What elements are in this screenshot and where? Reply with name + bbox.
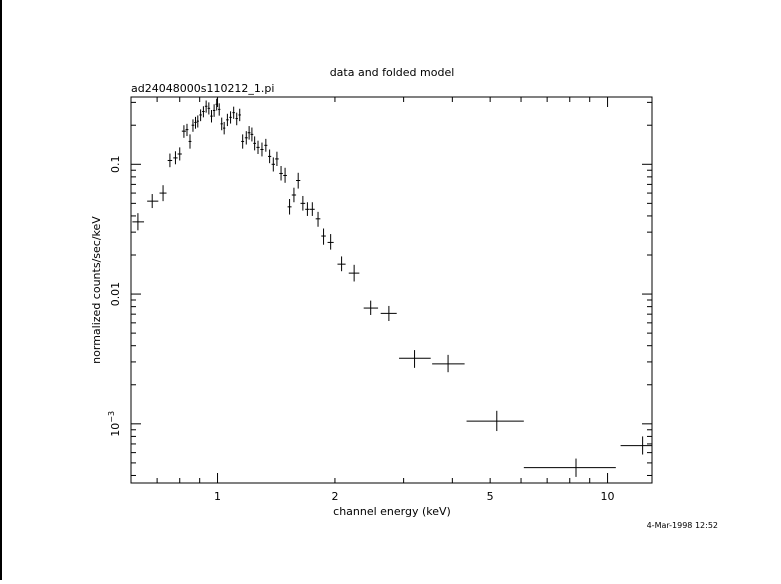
- data-point: [300, 195, 306, 211]
- data-point: [321, 228, 326, 245]
- data-point: [260, 142, 264, 157]
- data-point: [229, 111, 232, 124]
- data-point: [327, 234, 334, 250]
- data-point: [250, 127, 254, 142]
- x-tick-label: 10: [601, 490, 615, 503]
- data-point: [220, 117, 223, 131]
- data-point: [466, 410, 524, 432]
- window-left-border: [0, 0, 2, 580]
- chart-subtitle: ad24048000s110212_1.pi: [131, 82, 274, 95]
- data-point: [223, 121, 226, 135]
- data-point: [305, 202, 310, 216]
- data-point: [247, 126, 251, 140]
- data-point: [173, 151, 178, 165]
- x-tick-label: 5: [487, 490, 494, 503]
- data-point: [167, 153, 173, 168]
- data-point: [337, 256, 346, 272]
- data-point: [191, 119, 195, 132]
- data-point: [147, 194, 159, 209]
- y-tick-label: 0.01: [109, 282, 122, 307]
- data-point: [132, 213, 145, 231]
- data-point: [235, 112, 238, 126]
- data-point: [177, 147, 182, 161]
- data-point: [232, 106, 235, 119]
- x-axis-label: channel energy (keV): [333, 505, 451, 518]
- data-point: [196, 115, 199, 128]
- data-point: [244, 131, 248, 145]
- data-point: [181, 125, 186, 138]
- data-point: [159, 185, 167, 202]
- data-point: [256, 140, 260, 155]
- plot-timestamp: 4-Mar-1998 12:52: [647, 521, 718, 530]
- x-tick-label: 1: [214, 490, 221, 503]
- data-point: [271, 157, 276, 172]
- y-tick-label: 10−3: [107, 411, 122, 437]
- data-point: [204, 100, 208, 113]
- data-point: [241, 134, 245, 149]
- x-axis-tick-labels: 1 2 5 10: [214, 490, 615, 503]
- data-point: [275, 151, 279, 167]
- plot-frame: [130, 96, 653, 484]
- data-point: [283, 167, 287, 183]
- y-axis-label: normalized counts/sec/keV: [90, 216, 103, 364]
- data-point: [309, 202, 315, 216]
- data-point: [315, 211, 321, 227]
- data-point: [185, 123, 189, 137]
- x-tick-label: 2: [331, 490, 338, 503]
- data-point: [253, 136, 257, 151]
- y-tick-label: 0.1: [109, 156, 122, 174]
- data-point: [199, 109, 202, 122]
- data-point: [287, 199, 292, 215]
- data-point: [432, 354, 465, 373]
- data-point: [399, 350, 431, 368]
- data-point: [202, 106, 205, 118]
- data-point: [296, 172, 301, 189]
- x-axis-ticks: [130, 97, 609, 483]
- data-point: [207, 102, 211, 115]
- data-point: [348, 264, 360, 282]
- data-point: [210, 110, 213, 123]
- data-point: [218, 103, 221, 116]
- data-point: [380, 305, 397, 322]
- y-axis-ticks: [131, 101, 652, 476]
- data-point: [620, 436, 652, 455]
- data-point: [267, 149, 272, 164]
- data-point: [279, 166, 283, 181]
- data-point: [215, 98, 218, 111]
- data-point: [523, 458, 616, 477]
- data-point: [363, 300, 379, 315]
- data-points: [132, 98, 652, 477]
- y-axis-tick-labels: 0.1 0.01 10−3: [107, 156, 122, 437]
- data-point: [226, 113, 229, 127]
- data-point: [212, 104, 216, 117]
- data-point: [194, 116, 197, 129]
- data-point: [264, 138, 268, 152]
- data-point: [291, 187, 297, 203]
- data-point: [238, 108, 241, 122]
- chart-title: data and folded model: [330, 66, 455, 79]
- data-point: [188, 134, 192, 149]
